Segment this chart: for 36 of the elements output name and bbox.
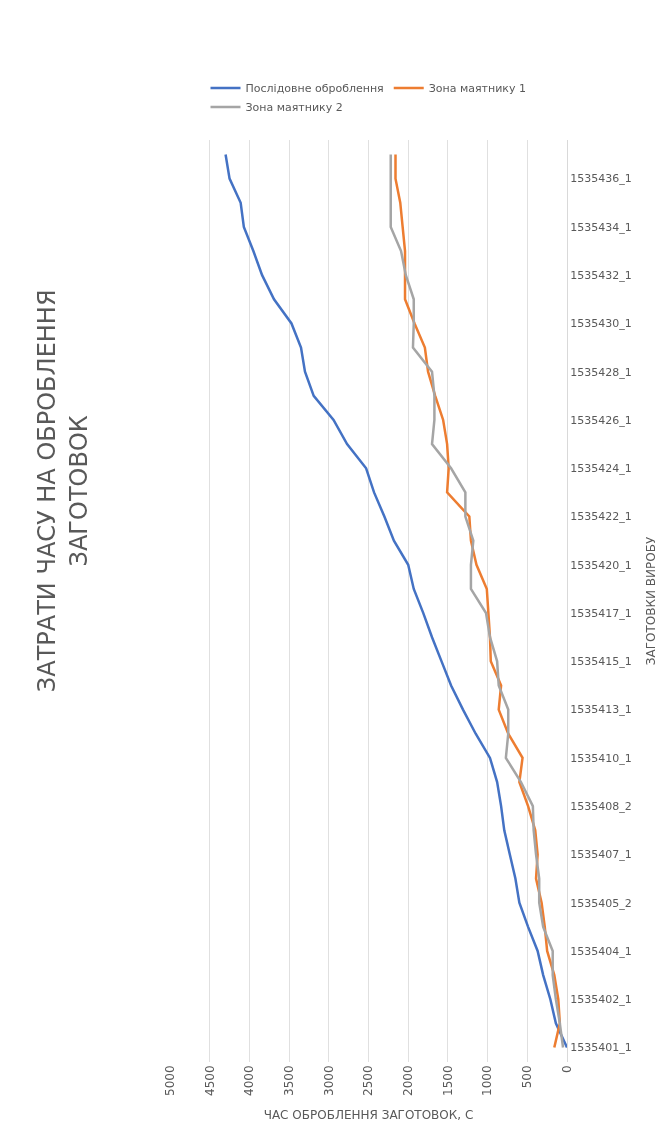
y-tick-label: 1535407_1 [570,848,632,862]
y-tick-label: 1535402_1 [570,993,632,1007]
y-tick-label: 1535428_1 [570,365,632,379]
y-tick-label: 1535401_1 [570,1041,632,1055]
y-tick-label: 1535432_1 [570,269,632,283]
text: ЗАТРАТИ ЧАСУ НА ОБРОБЛЕННЯ ЗАГОТОВОК [33,289,93,693]
x-tick-label: 1500 [440,1065,455,1096]
x-tick-label: 2500 [361,1065,376,1096]
y-tick-label: 1535408_2 [570,800,632,814]
y-tick-label: 1535422_1 [570,510,632,524]
y-tick-label: 1535434_1 [570,220,632,234]
y-tick-label: 1535426_1 [570,413,632,427]
x-tick-label: 2000 [401,1065,416,1096]
x-tick-label: 500 [520,1065,535,1089]
legend-label: Зона маятнику 1 [428,82,526,96]
y-tick-label: 1535415_1 [570,655,632,669]
x-tick-label: 0 [559,1065,574,1074]
x-axis-title: ЧАС ОБРОБЛЕННЯ ЗАГОТОВОК, С [263,1107,474,1122]
x-tick-label: 3000 [321,1065,336,1096]
y-tick-label: 1535410_1 [570,751,632,765]
y-tick-label: 1535417_1 [570,606,632,620]
y-tick-label: 1535405_2 [570,896,632,910]
legend-label: Зона маятнику 2 [245,101,343,115]
y-tick-label: 1535420_1 [570,558,632,572]
y-axis-title: ЗАГОТОВКИ ВИРОБУ [643,536,658,666]
y-tick-label: 1535424_1 [570,462,632,476]
x-tick-label: 4500 [202,1065,217,1096]
legend-label: Послідовне оброблення [245,82,384,96]
x-tick-label: 3500 [282,1065,296,1096]
y-tick-label: 1535430_1 [570,317,632,331]
x-tick-label: 1000 [480,1065,495,1096]
y-tick-label: 1535436_1 [570,172,632,186]
y-tick-label: 1535413_1 [570,703,632,717]
x-tick-label: 4000 [242,1065,257,1096]
y-tick-label: 1535404_1 [570,944,632,958]
x-tick-label: 5000 [162,1065,177,1096]
